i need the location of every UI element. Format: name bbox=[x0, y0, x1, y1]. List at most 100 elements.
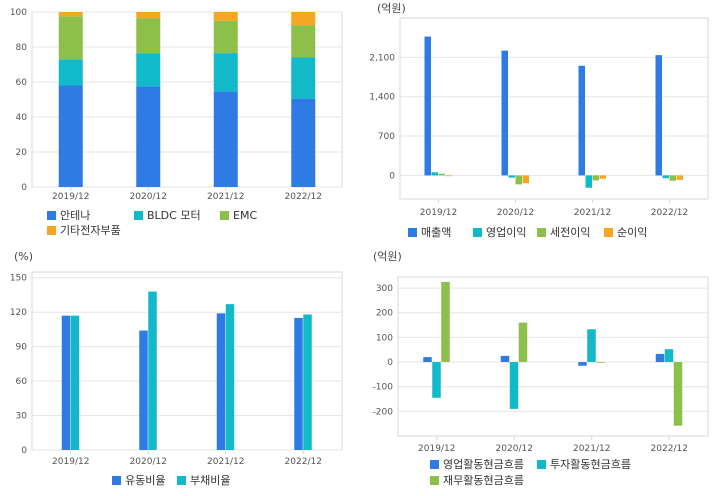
ratios-x-tick-label: 2021/12 bbox=[207, 457, 244, 467]
revenue-mix-bar bbox=[213, 12, 238, 21]
income-bar bbox=[445, 175, 452, 177]
income-bar bbox=[501, 50, 508, 176]
revenue-mix-bar bbox=[136, 53, 161, 87]
legend-swatch bbox=[220, 211, 229, 220]
ratios-x-tick-label: 2020/12 bbox=[130, 457, 167, 467]
revenue-mix-y-tick-label: 100 bbox=[10, 8, 27, 18]
revenue-mix-x-tick-label: 2022/12 bbox=[285, 192, 322, 202]
ratios-bar bbox=[303, 314, 312, 450]
ratios-x-tick-label: 2019/12 bbox=[52, 457, 89, 467]
legend-swatch bbox=[134, 211, 143, 220]
legend-swatch bbox=[537, 460, 546, 469]
legend-swatch bbox=[408, 228, 417, 237]
revenue-mix-bar bbox=[136, 86, 161, 187]
income-bar bbox=[508, 175, 515, 178]
income-bar bbox=[424, 36, 431, 176]
cashflow-bar bbox=[673, 362, 683, 426]
revenue-mix-x-tick-label: 2021/12 bbox=[207, 192, 244, 202]
legend-label: 순이익 bbox=[617, 226, 647, 239]
legend-label: 투자활동현금흐름 bbox=[550, 457, 631, 471]
cashflow-y-tick-label: -100 bbox=[373, 383, 394, 393]
ratios-bar bbox=[294, 317, 303, 450]
cashflow-y-tick-label: 200 bbox=[376, 309, 393, 319]
cashflow-bar bbox=[423, 357, 432, 363]
revenue-mix-y-tick-label: 20 bbox=[16, 148, 28, 158]
ratios-y-tick-label: 120 bbox=[10, 308, 27, 318]
income-bar bbox=[592, 175, 599, 181]
revenue-mix-bar bbox=[213, 53, 238, 92]
cashflow-x-tick-label: 2021/12 bbox=[573, 444, 610, 454]
income-bar bbox=[599, 175, 606, 179]
ratios-y-tick-label: 150 bbox=[10, 274, 27, 284]
legend-label: 부채비율 bbox=[190, 474, 230, 487]
revenue-mix-bar bbox=[291, 12, 316, 26]
legend-swatch bbox=[537, 228, 546, 237]
revenue-mix-bar bbox=[58, 12, 83, 17]
legend-label: 영업이익 bbox=[486, 226, 526, 239]
revenue-mix-legend: 안테나 BLDC 모터 EMC 기타전자부품 bbox=[47, 209, 257, 237]
revenue-mix-x-tick-label: 2020/12 bbox=[130, 192, 167, 202]
revenue-mix-bar bbox=[136, 12, 161, 19]
legend-swatch bbox=[47, 211, 56, 220]
ratios-y-tick-label: 0 bbox=[21, 446, 27, 456]
legend-label: 영업활동현금흐름 bbox=[443, 457, 524, 471]
revenue-mix-bar bbox=[58, 16, 83, 60]
ratios-bar bbox=[148, 291, 157, 450]
revenue-mix-chart: 0 20 40 60 80 100 2019/12 2020/12 2021/12 2022/12… bbox=[10, 8, 343, 237]
revenue-mix-bar bbox=[213, 91, 238, 187]
revenue-mix-bar bbox=[136, 18, 161, 54]
income-y-tick-label: 2,100 bbox=[369, 53, 395, 63]
cashflow-chart: -200 -100 0 100 200 300 (억원) 2019/12 2020/12 2021… bbox=[373, 250, 709, 487]
legend-swatch bbox=[604, 228, 613, 237]
legend-label: 매출액 bbox=[421, 226, 451, 239]
revenue-mix-bar bbox=[291, 25, 316, 58]
legend-label: BLDC 모터 bbox=[147, 209, 201, 222]
cashflow-y-tick-label: 100 bbox=[376, 333, 393, 343]
revenue-mix-y-tick-label: 60 bbox=[16, 78, 28, 88]
income-chart: 0 700 1,400 2,100 (억원) 2019/12 2020/12 2021/12 2… bbox=[369, 2, 709, 239]
revenue-mix-y-tick-label: 40 bbox=[16, 113, 28, 123]
cashflow-bar bbox=[432, 362, 441, 398]
income-unit-label: (억원) bbox=[377, 2, 406, 15]
legend-label: 기타전자부품 bbox=[60, 224, 121, 237]
cashflow-y-tick-label: -200 bbox=[373, 407, 394, 417]
revenue-mix-bar bbox=[291, 57, 316, 99]
cashflow-plot-frame bbox=[397, 276, 709, 437]
cashflow-bar bbox=[441, 281, 450, 363]
revenue-mix-y-tick-label: 0 bbox=[21, 183, 27, 193]
income-y-tick-label: 0 bbox=[389, 171, 395, 181]
legend-label: 안테나 bbox=[60, 209, 90, 222]
ratios-bar bbox=[61, 315, 71, 450]
ratios-y-tick-label: 30 bbox=[16, 412, 28, 422]
legend-swatch bbox=[430, 476, 439, 485]
ratios-bar bbox=[139, 330, 148, 450]
ratios-y-tick-label: 90 bbox=[16, 343, 28, 353]
cashflow-y-tick-label: 300 bbox=[376, 284, 393, 294]
ratios-bar bbox=[216, 313, 226, 450]
income-x-tick-label: 2021/12 bbox=[574, 208, 611, 218]
cashflow-bar bbox=[578, 362, 587, 366]
legend-label: EMC bbox=[233, 209, 257, 222]
revenue-mix-bar bbox=[58, 85, 83, 187]
legend-swatch bbox=[47, 226, 56, 235]
revenue-mix-y-tick-label: 80 bbox=[16, 43, 28, 53]
legend-swatch bbox=[112, 476, 121, 485]
income-x-tick-label: 2019/12 bbox=[420, 208, 457, 218]
cashflow-y-tick-label: 0 bbox=[387, 358, 393, 368]
legend-label: 유동비율 bbox=[125, 474, 165, 487]
legend-swatch bbox=[473, 228, 482, 237]
income-bar bbox=[515, 175, 522, 185]
income-legend: 매출액 영업이익 세전이익 순이익 bbox=[408, 226, 647, 239]
ratios-unit-label: (%) bbox=[14, 250, 33, 263]
income-bar bbox=[438, 173, 445, 176]
cashflow-x-tick-label: 2019/12 bbox=[418, 444, 455, 454]
cashflow-x-tick-label: 2020/12 bbox=[496, 444, 533, 454]
income-bar bbox=[676, 175, 683, 180]
income-x-tick-label: 2022/12 bbox=[651, 208, 688, 218]
income-x-tick-label: 2020/12 bbox=[497, 208, 534, 218]
income-bar bbox=[431, 172, 438, 176]
cashflow-bar bbox=[509, 362, 519, 409]
income-plot-frame bbox=[399, 17, 709, 200]
